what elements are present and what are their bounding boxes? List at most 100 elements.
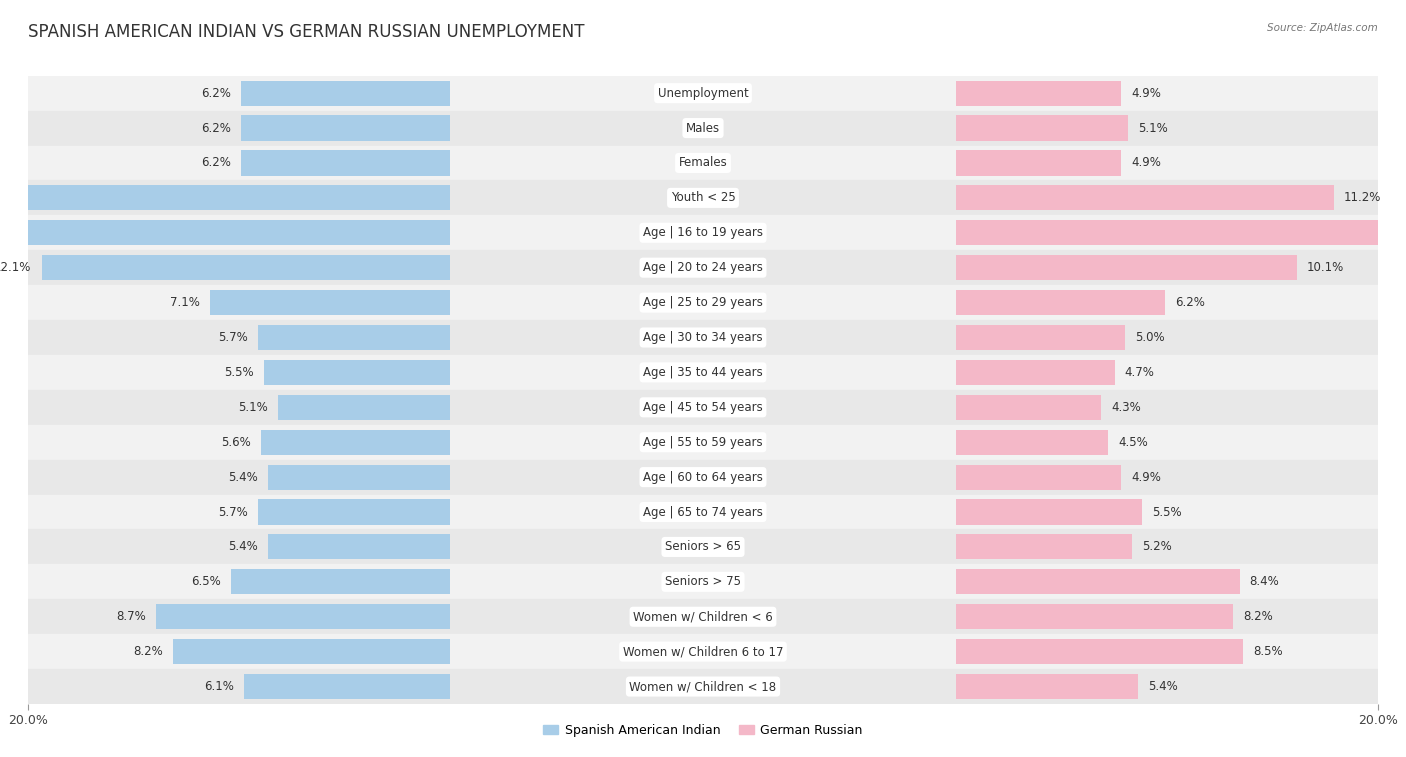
Bar — [956, 220, 1406, 245]
Bar — [956, 255, 1296, 280]
Bar — [240, 80, 450, 106]
Bar — [28, 494, 1378, 529]
Text: 5.6%: 5.6% — [221, 436, 250, 449]
Text: 5.7%: 5.7% — [218, 506, 247, 519]
Text: 4.5%: 4.5% — [1118, 436, 1147, 449]
Text: 5.0%: 5.0% — [1135, 331, 1164, 344]
Bar — [42, 255, 450, 280]
Bar — [28, 285, 1378, 320]
Text: 6.2%: 6.2% — [201, 86, 231, 100]
Text: 6.2%: 6.2% — [201, 157, 231, 170]
Text: Males: Males — [686, 122, 720, 135]
Bar — [267, 465, 450, 490]
Bar — [28, 215, 1378, 251]
Text: 6.2%: 6.2% — [201, 122, 231, 135]
Bar — [28, 355, 1378, 390]
Bar — [278, 394, 450, 420]
Text: 5.5%: 5.5% — [225, 366, 254, 379]
Text: 4.9%: 4.9% — [1132, 471, 1161, 484]
Text: Age | 16 to 19 years: Age | 16 to 19 years — [643, 226, 763, 239]
Bar — [262, 430, 450, 455]
Text: 8.7%: 8.7% — [117, 610, 146, 623]
Bar — [28, 600, 1378, 634]
Text: Age | 60 to 64 years: Age | 60 to 64 years — [643, 471, 763, 484]
Text: 11.2%: 11.2% — [1344, 192, 1382, 204]
Text: Women w/ Children 6 to 17: Women w/ Children 6 to 17 — [623, 645, 783, 658]
Text: 4.3%: 4.3% — [1111, 400, 1142, 414]
Bar — [956, 604, 1233, 629]
Text: 4.9%: 4.9% — [1132, 157, 1161, 170]
Bar — [231, 569, 450, 594]
Bar — [956, 500, 1142, 525]
Bar — [956, 394, 1101, 420]
Text: 6.1%: 6.1% — [204, 680, 233, 693]
Text: Women w/ Children < 6: Women w/ Children < 6 — [633, 610, 773, 623]
Text: 5.1%: 5.1% — [1139, 122, 1168, 135]
Bar — [0, 220, 450, 245]
Text: 5.4%: 5.4% — [228, 471, 257, 484]
Text: 7.1%: 7.1% — [170, 296, 200, 309]
Bar — [211, 290, 450, 315]
Text: 8.5%: 8.5% — [1253, 645, 1282, 658]
Text: 12.1%: 12.1% — [0, 261, 31, 274]
Text: Age | 55 to 59 years: Age | 55 to 59 years — [643, 436, 763, 449]
Bar — [956, 80, 1122, 106]
Text: 6.5%: 6.5% — [191, 575, 221, 588]
Bar — [28, 529, 1378, 565]
Text: Women w/ Children < 18: Women w/ Children < 18 — [630, 680, 776, 693]
Bar — [956, 151, 1122, 176]
Bar — [956, 465, 1122, 490]
Text: 5.4%: 5.4% — [1149, 680, 1178, 693]
Bar — [28, 145, 1378, 180]
Text: 6.2%: 6.2% — [1175, 296, 1205, 309]
Bar — [956, 185, 1334, 210]
Bar — [267, 534, 450, 559]
Bar — [257, 500, 450, 525]
Bar — [956, 674, 1139, 699]
Bar — [257, 325, 450, 350]
Bar — [28, 180, 1378, 215]
Bar — [0, 185, 450, 210]
Bar — [956, 116, 1128, 141]
Bar — [956, 360, 1115, 385]
Bar — [956, 325, 1125, 350]
Text: Seniors > 65: Seniors > 65 — [665, 540, 741, 553]
Bar — [240, 151, 450, 176]
Text: Unemployment: Unemployment — [658, 86, 748, 100]
Text: 8.2%: 8.2% — [1243, 610, 1272, 623]
Text: 5.7%: 5.7% — [218, 331, 247, 344]
Text: 10.1%: 10.1% — [1308, 261, 1344, 274]
Text: Age | 45 to 54 years: Age | 45 to 54 years — [643, 400, 763, 414]
Bar — [173, 639, 450, 664]
Legend: Spanish American Indian, German Russian: Spanish American Indian, German Russian — [538, 718, 868, 742]
Text: Age | 35 to 44 years: Age | 35 to 44 years — [643, 366, 763, 379]
Bar — [956, 430, 1108, 455]
Text: 5.1%: 5.1% — [238, 400, 267, 414]
Bar — [956, 639, 1243, 664]
Bar — [28, 459, 1378, 494]
Bar — [28, 634, 1378, 669]
Text: 8.4%: 8.4% — [1250, 575, 1279, 588]
Text: 4.9%: 4.9% — [1132, 86, 1161, 100]
Text: 4.7%: 4.7% — [1125, 366, 1154, 379]
Text: SPANISH AMERICAN INDIAN VS GERMAN RUSSIAN UNEMPLOYMENT: SPANISH AMERICAN INDIAN VS GERMAN RUSSIA… — [28, 23, 585, 41]
Text: Seniors > 75: Seniors > 75 — [665, 575, 741, 588]
Text: Age | 25 to 29 years: Age | 25 to 29 years — [643, 296, 763, 309]
Bar — [28, 320, 1378, 355]
Text: 5.5%: 5.5% — [1152, 506, 1181, 519]
Bar — [28, 390, 1378, 425]
Text: Youth < 25: Youth < 25 — [671, 192, 735, 204]
Text: 5.4%: 5.4% — [228, 540, 257, 553]
Text: Age | 30 to 34 years: Age | 30 to 34 years — [643, 331, 763, 344]
Bar — [956, 569, 1240, 594]
Bar — [956, 290, 1166, 315]
Bar — [156, 604, 450, 629]
Bar — [28, 111, 1378, 145]
Bar — [956, 534, 1132, 559]
Bar — [245, 674, 450, 699]
Text: 5.2%: 5.2% — [1142, 540, 1171, 553]
Bar — [28, 565, 1378, 600]
Bar — [240, 116, 450, 141]
Text: 8.2%: 8.2% — [134, 645, 163, 658]
Bar — [28, 425, 1378, 459]
